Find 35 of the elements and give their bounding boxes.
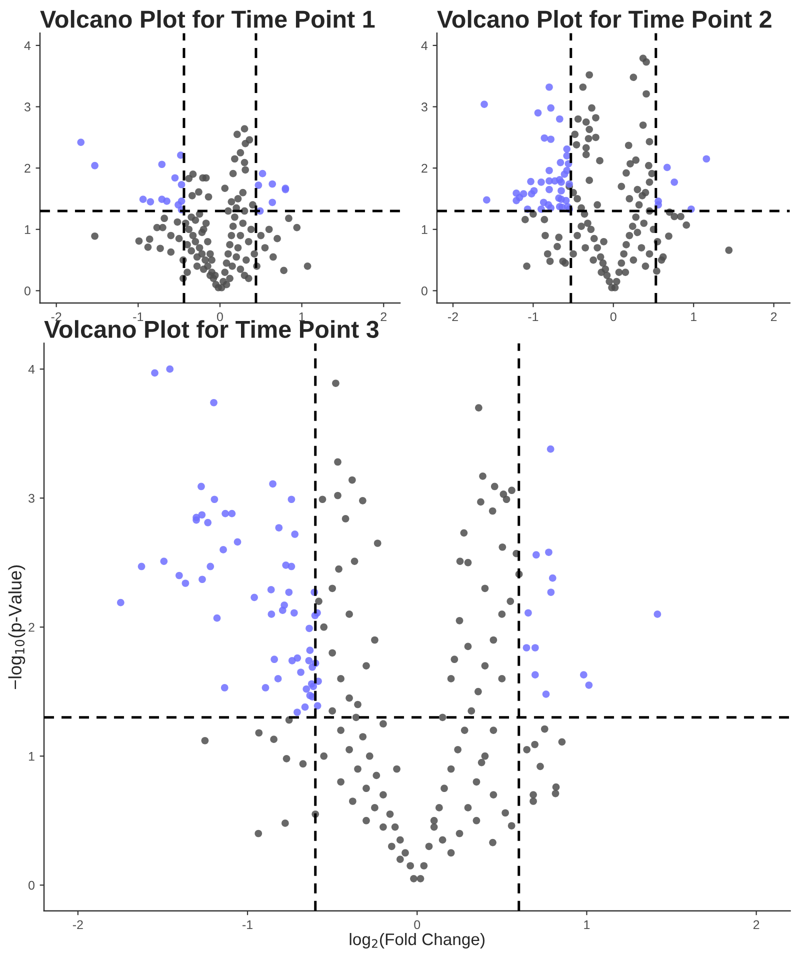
x-tick-label: 2: [753, 920, 760, 929]
y-tick-label: 3: [24, 102, 30, 112]
chart-title: Volcano Plot for Time Point 1: [40, 10, 375, 28]
y-tick-label: 0: [24, 286, 30, 296]
y-tick-label: 4: [421, 41, 428, 50]
y-tick-label: 1: [422, 225, 428, 234]
x-tick-label: 1: [299, 312, 305, 322]
x-tick-label: -1: [528, 312, 538, 322]
x-tick-label: 0: [216, 312, 223, 322]
y-axis-title: −log$_{10}$(p-Value): [8, 565, 26, 690]
y-tick-label: 4: [24, 41, 31, 50]
x-tick-label: -1: [133, 312, 144, 322]
chart-title: Volcano Plot for Time Point 3: [44, 320, 379, 338]
y-tick-label: 3: [421, 102, 428, 112]
x-tick-label: -1: [242, 920, 252, 929]
y-tick-label: 1: [28, 752, 34, 761]
x-tick-label: -2: [51, 312, 62, 322]
x-tick-label: 0: [414, 920, 420, 930]
x-tick-label: 1: [691, 312, 696, 322]
x-tick-label: 1: [584, 920, 590, 929]
y-tick-label: 2: [28, 622, 34, 632]
y-tick-label: 0: [421, 286, 428, 296]
y-tick-label: 1: [24, 225, 30, 234]
x-axis-title: log$_{2}$(Fold Change): [350, 932, 484, 949]
x-tick-label: -2: [72, 920, 83, 929]
y-tick-label: 2: [24, 164, 30, 173]
x-tick-label: -2: [448, 312, 458, 322]
y-tick-label: 3: [28, 494, 34, 503]
x-tick-label: 2: [770, 312, 777, 322]
y-tick-label: 2: [422, 164, 428, 173]
y-tick-label: 4: [28, 365, 35, 374]
chart-title: Volcano Plot for Time Point 2: [437, 10, 772, 28]
y-tick-label: 0: [28, 880, 34, 890]
x-tick-label: 0: [610, 312, 616, 322]
x-tick-label: 2: [380, 312, 386, 322]
